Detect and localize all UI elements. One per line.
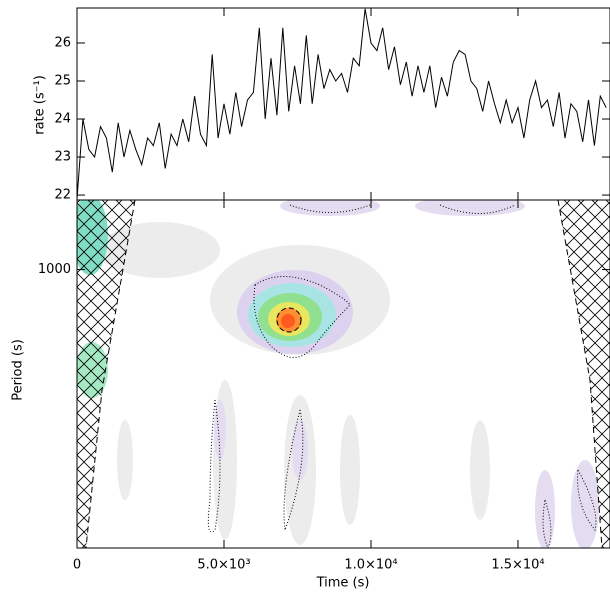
x-tick-label: 1.0×10⁴	[344, 558, 397, 573]
x-tick-label: 1.5×10⁴	[491, 558, 544, 573]
y-tick-label: 26	[54, 35, 71, 50]
top-frame	[76, 7, 610, 201]
y-tick-label: 25	[54, 73, 71, 88]
x-axis-title: Time (s)	[316, 576, 370, 591]
y-axis-title: rate (s⁻¹)	[33, 75, 48, 135]
y-tick-label: 24	[54, 112, 71, 127]
x-tick-label: 5.0×10³	[197, 558, 250, 573]
y-tick-label: 22	[54, 188, 71, 203]
bottom-frame	[76, 199, 610, 549]
y-axis-title: Period (s)	[11, 339, 26, 401]
wavelet-power	[77, 200, 610, 548]
x-tick-label: 0	[73, 558, 81, 573]
rate-curve	[76, 8, 607, 199]
y-tick-label: 23	[54, 150, 71, 165]
y-tick-label: 1000	[38, 262, 71, 277]
